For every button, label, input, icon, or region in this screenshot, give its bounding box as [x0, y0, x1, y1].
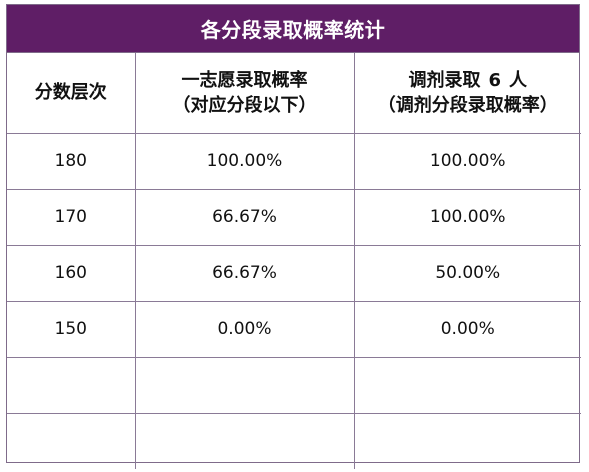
header-adjusted: 调剂录取 6 人 （调剂分段录取概率） — [354, 53, 582, 134]
adjusted-cell: 50.00% — [354, 245, 581, 302]
first-choice-cell: 0.00% — [135, 301, 355, 358]
adjusted-cell — [354, 413, 581, 469]
probability-table: 分数层次 一志愿录取概率 （对应分段以下） 调剂录取 6 人 （调剂分段录取概率） … — [7, 53, 581, 469]
table-row — [7, 357, 581, 414]
score-cell: 180 — [7, 133, 136, 190]
table-row: 160 66.67% 50.00% — [7, 245, 581, 302]
header-row: 分数层次 一志愿录取概率 （对应分段以下） 调剂录取 6 人 （调剂分段录取概率） — [7, 53, 582, 134]
table-row — [7, 413, 581, 469]
header-score-level-label: 分数层次 — [34, 82, 107, 104]
table-row: 150 0.00% 0.00% — [7, 301, 581, 358]
score-cell: 170 — [7, 189, 136, 246]
adjusted-cell: 0.00% — [354, 301, 581, 358]
adjusted-cell — [354, 357, 581, 414]
table-title: 各分段录取概率统计 — [7, 5, 579, 53]
adjusted-cell: 100.00% — [354, 189, 581, 246]
first-choice-cell — [135, 357, 355, 414]
first-choice-cell — [135, 413, 355, 469]
header-adjusted-line1: 调剂录取 6 人 — [355, 68, 582, 93]
header-adjusted-prefix: 调剂录取 — [408, 69, 481, 91]
score-cell — [7, 413, 136, 469]
score-cell: 150 — [7, 301, 136, 358]
header-score-level: 分数层次 — [7, 53, 136, 134]
header-first-choice-line1: 一志愿录取概率 — [181, 69, 308, 91]
first-choice-cell: 100.00% — [135, 133, 355, 190]
first-choice-cell: 66.67% — [135, 245, 355, 302]
header-first-choice-line2: （对应分段以下） — [172, 94, 317, 116]
adjusted-cell: 100.00% — [354, 133, 581, 190]
first-choice-cell: 66.67% — [135, 189, 355, 246]
table-row: 170 66.67% 100.00% — [7, 189, 581, 246]
probability-table-container: 各分段录取概率统计 分数层次 一志愿录取概率 （对应分段以下） 调剂录取 6 人 — [6, 4, 581, 469]
score-cell — [7, 357, 136, 414]
header-adjusted-suffix: 人 — [509, 69, 528, 91]
score-cell: 160 — [7, 245, 136, 302]
table-row: 180 100.00% 100.00% — [7, 133, 581, 190]
header-first-choice: 一志愿录取概率 （对应分段以下） — [135, 53, 355, 134]
header-adjusted-line2: （调剂分段录取概率） — [377, 94, 558, 116]
header-adjusted-count: 6 — [488, 69, 502, 91]
